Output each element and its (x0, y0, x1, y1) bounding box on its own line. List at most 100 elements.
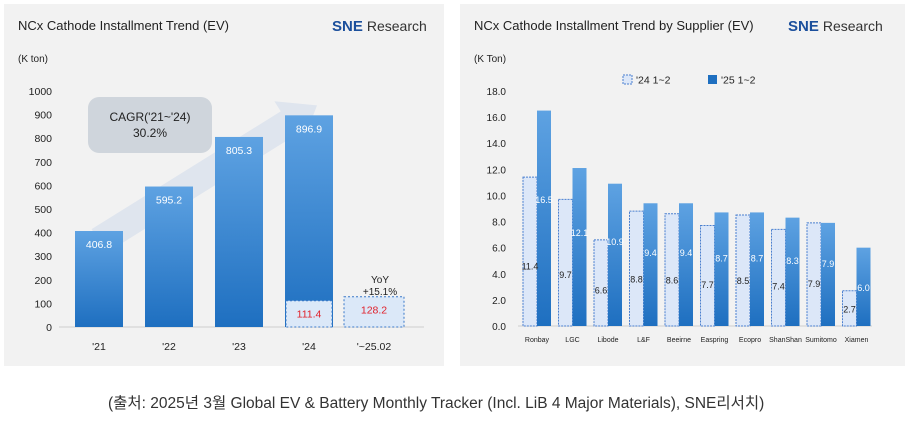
inset-value-label: 111.4 (297, 309, 322, 321)
x-tick-label: '~25.02 (357, 341, 392, 353)
bar-24-value-label: 8.5 (737, 276, 750, 286)
bar-24-value-label: 7.4 (772, 281, 785, 291)
logo-main-text: SNE (332, 18, 363, 35)
bar-25-value-label: 8.3 (786, 256, 799, 266)
cagr-value: 30.2% (133, 126, 167, 140)
bar-25-value-label: 8.7 (751, 253, 764, 263)
bar-24-Libode (593, 239, 609, 327)
y-tick-label: 1000 (29, 86, 53, 98)
y-tick-label: 600 (34, 180, 52, 192)
bar-'23 (215, 136, 263, 327)
right-chart-panel: NCx Cathode Installment Trend by Supplie… (460, 4, 905, 366)
bar-25-Libode (608, 183, 622, 326)
bar-'22 (145, 186, 193, 327)
cagr-label: CAGR('21~'24) (110, 110, 191, 124)
y-tick-label: 10.0 (487, 191, 507, 202)
sne-research-logo: SNE Research (788, 18, 883, 35)
y-tick-label: 200 (34, 275, 52, 287)
right-y-unit: (K Ton) (474, 54, 507, 65)
bar-25-Sumitomo (821, 222, 835, 326)
bar-24-value-label: 9.7 (559, 270, 572, 280)
x-tick-label: Ronbay (525, 337, 550, 344)
bar-24-value-label: 7.7 (701, 280, 714, 290)
legend-label-series1: '24 1~2 (636, 75, 671, 87)
legend-swatch-series2 (708, 75, 717, 84)
bar-25-Ronbay (537, 110, 551, 326)
y-tick-label: 800 (34, 133, 52, 145)
legend-label-series2: '25 1~2 (721, 75, 756, 87)
bar-24-Sumitomo (806, 222, 822, 327)
source-caption: (출처: 2025년 3월 Global EV & Battery Monthl… (108, 395, 765, 412)
y-tick-label: 16.0 (487, 113, 507, 124)
bar-25-value-label: 9.4 (680, 248, 693, 258)
bar-25-L&F (643, 203, 658, 326)
y-tick-label: 700 (34, 157, 52, 169)
sne-research-logo: SNE Research (332, 18, 427, 35)
left-chart-svg: 0 100 200 300 400 500 600 700 800 900 1000 406.8 '21… (29, 86, 424, 353)
x-tick-label: '22 (162, 341, 176, 353)
bar-24-value-label: 2.7 (843, 304, 856, 314)
yoy-label: YoY (371, 275, 389, 286)
x-tick-label: LGC (565, 337, 579, 344)
bar-25-ShanShan (785, 217, 800, 326)
bar-'24 (285, 115, 333, 327)
bar-'21 (75, 230, 123, 327)
left-chart-panel: NCx Cathode Installment Trend (EV) SNE Re… (4, 4, 444, 366)
x-tick-label: '21 (92, 341, 106, 353)
bar-24-Ecopro (735, 214, 751, 327)
x-tick-label: Sumitomo (805, 337, 837, 344)
yoy-value: +15.1% (363, 287, 397, 298)
logo-sub-text: Research (366, 18, 427, 34)
logo-main-text: SNE (788, 18, 819, 35)
bar-24-L&F (629, 210, 644, 327)
x-tick-label: ShanShan (769, 337, 802, 344)
bar-25-value-label: 12.1 (571, 228, 589, 238)
logo-sub-text: Research (822, 18, 883, 34)
x-tick-label: '24 (302, 341, 316, 353)
bar-25-value-label: 7.9 (822, 259, 835, 269)
bar-24-value-label: 8.8 (630, 274, 643, 284)
x-tick-label: Ecopro (739, 337, 761, 344)
legend-swatch-series1 (622, 74, 633, 85)
bar-value-label: 595.2 (156, 195, 182, 207)
bar-value-label: 406.8 (86, 239, 112, 251)
left-y-unit: (K ton) (18, 54, 49, 65)
y-tick-label: 300 (34, 251, 52, 263)
bar-25-LGC (572, 168, 587, 326)
x-tick-label: '23 (232, 341, 246, 353)
bar-value-label: 805.3 (226, 145, 252, 157)
bar-24-ShanShan (771, 228, 786, 327)
y-tick-label: 14.0 (487, 139, 507, 150)
y-tick-label: 18.0 (487, 87, 507, 98)
bar-25-value-label: 9.4 (644, 248, 657, 258)
bar-24-value-label: 6.6 (595, 285, 608, 295)
y-tick-label: 0 (46, 322, 52, 334)
bar-'~25.02 (343, 296, 405, 328)
bar-24-Easpring (700, 224, 715, 327)
bar-25-Xiamen (856, 247, 871, 326)
y-tick-label: 12.0 (487, 165, 507, 176)
y-tick-label: 900 (34, 110, 52, 122)
y-tick-label: 0.0 (492, 322, 506, 333)
x-tick-label: Beeirne (667, 337, 691, 344)
bar-24-value-label: 11.4 (522, 261, 539, 271)
y-tick-label: 100 (34, 298, 52, 310)
y-tick-label: 400 (34, 228, 52, 240)
bar-25-value-label: 10.9 (606, 237, 624, 247)
y-tick-label: 500 (34, 204, 52, 216)
x-tick-label: Libode (597, 337, 618, 344)
bar-25-Beeirne (679, 203, 693, 326)
bar-24-value-label: 8.6 (666, 275, 679, 285)
x-tick-label: L&F (637, 337, 650, 344)
bar-value-label: 896.9 (296, 123, 322, 135)
bar-25-value-label: 16.5 (535, 195, 553, 205)
y-tick-label: 8.0 (492, 218, 506, 229)
bar-24-Beeirne (664, 213, 680, 327)
left-chart-title: NCx Cathode Installment Trend (EV) (18, 18, 229, 33)
bar-25-Ecopro (750, 212, 764, 326)
y-tick-label: 6.0 (492, 244, 506, 255)
bar-25-value-label: 6.0 (857, 283, 870, 293)
right-chart-svg: 0.0 2.0 4.0 6.0 8.0 10.0 12.0 14.0 16.0 18.0 '24 1… (487, 74, 872, 344)
bar-24-LGC (558, 198, 573, 327)
y-tick-label: 2.0 (492, 296, 506, 307)
